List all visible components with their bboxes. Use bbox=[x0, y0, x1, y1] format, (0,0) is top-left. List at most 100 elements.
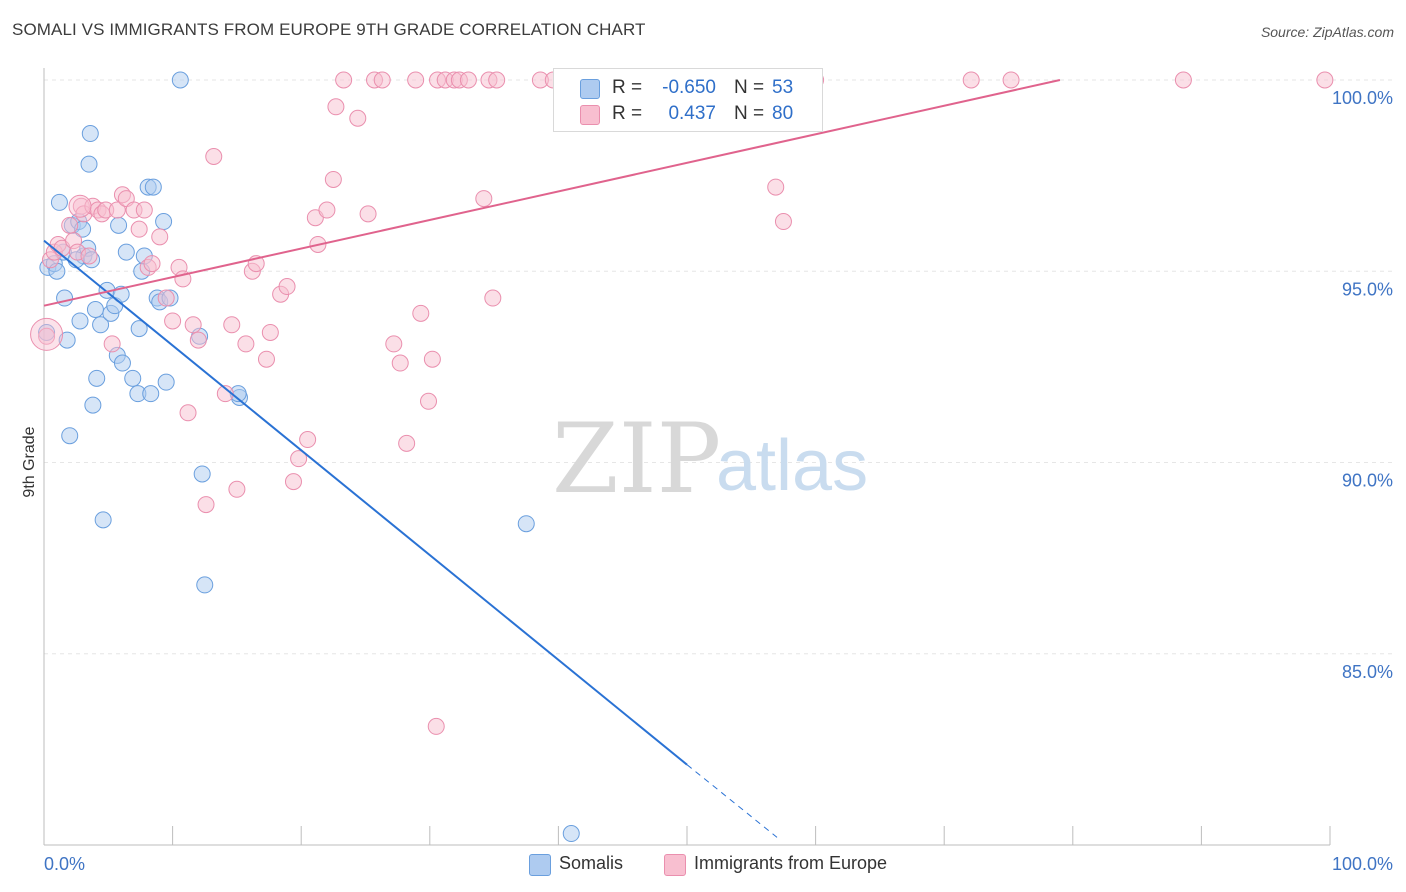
europe-point bbox=[179, 404, 197, 422]
europe-point bbox=[184, 316, 202, 334]
somali-point bbox=[517, 515, 535, 533]
europe-point bbox=[318, 201, 336, 219]
y-tick-label: 85.0% bbox=[1342, 662, 1393, 682]
europe-point bbox=[108, 201, 126, 219]
somali-point bbox=[94, 511, 112, 529]
europe-point bbox=[391, 354, 409, 372]
europe-point bbox=[407, 71, 425, 89]
somali-point bbox=[110, 216, 128, 234]
europe-point bbox=[103, 335, 121, 353]
somali-point bbox=[130, 320, 148, 338]
somali-trend-line bbox=[43, 239, 688, 766]
europe-point bbox=[290, 450, 308, 468]
y-tick-label: 95.0% bbox=[1342, 279, 1393, 299]
europe-point bbox=[349, 109, 367, 127]
europe-point bbox=[61, 216, 79, 234]
legend-row-somalis: R = -0.650 N = 53 bbox=[554, 75, 822, 101]
europe-point bbox=[475, 190, 493, 208]
europe-point bbox=[335, 71, 353, 89]
legend-r-label: R = bbox=[612, 103, 643, 124]
somali-point bbox=[124, 369, 142, 387]
europe-point bbox=[420, 392, 438, 410]
y-axis-label: 9th Grade bbox=[21, 426, 38, 497]
europe-point bbox=[205, 148, 223, 165]
legend-row-europe: R = 0.437 N = 80 bbox=[554, 101, 822, 127]
somali-point bbox=[144, 178, 162, 196]
somali-point bbox=[50, 193, 68, 211]
europe-point bbox=[261, 323, 279, 341]
somali-point bbox=[157, 373, 175, 391]
trend-lines bbox=[43, 79, 1061, 838]
source-label: Source: ZipAtlas.com bbox=[1260, 24, 1394, 40]
somali-point bbox=[88, 369, 106, 387]
legend-n-value: 80 bbox=[772, 103, 794, 124]
grid-lines bbox=[44, 79, 1395, 655]
europe-point bbox=[257, 350, 275, 368]
europe-point bbox=[1316, 71, 1334, 89]
legend-swatch-europe bbox=[580, 105, 600, 125]
somali-point bbox=[92, 316, 110, 334]
europe-point bbox=[1002, 71, 1020, 89]
x-tick-label: 0.0% bbox=[44, 854, 85, 874]
somali-point bbox=[84, 396, 102, 414]
europe-point bbox=[130, 220, 148, 238]
europe-point bbox=[427, 717, 445, 735]
somali-point bbox=[81, 125, 99, 143]
europe-point bbox=[216, 385, 234, 403]
somali-point bbox=[562, 825, 580, 843]
tick-labels: 85.0% 90.0% 95.0% 100.0% 0.0% 100.0% bbox=[44, 88, 1393, 874]
europe-point bbox=[189, 331, 207, 349]
chart-title: SOMALI VS IMMIGRANTS FROM EUROPE 9TH GRA… bbox=[12, 20, 646, 39]
somali-point bbox=[193, 465, 211, 483]
legend-n-label: N = bbox=[734, 103, 765, 124]
europe-point bbox=[774, 213, 792, 231]
legend-swatch-somalis bbox=[580, 79, 600, 99]
legend-r-value: -0.650 bbox=[662, 77, 716, 98]
somali-point bbox=[113, 354, 131, 372]
somali-point bbox=[56, 289, 74, 307]
europe-point bbox=[398, 434, 416, 452]
europe-point bbox=[423, 350, 441, 368]
europe-point bbox=[151, 228, 169, 246]
somali-point bbox=[61, 427, 79, 445]
legend-r-value: 0.437 bbox=[668, 103, 716, 124]
europe-point bbox=[30, 317, 64, 351]
europe-point bbox=[324, 170, 342, 188]
somali-point bbox=[71, 312, 89, 330]
bottom-legend-swatch-europe bbox=[664, 854, 686, 876]
somali-point bbox=[196, 576, 214, 594]
europe-point bbox=[38, 327, 56, 345]
europe-point bbox=[488, 71, 506, 89]
europe-point bbox=[135, 201, 153, 219]
legend-r-label: R = bbox=[612, 77, 643, 98]
somali-point bbox=[80, 155, 98, 173]
europe-point bbox=[962, 71, 980, 89]
somali-point bbox=[171, 71, 189, 89]
europe-point bbox=[459, 71, 477, 89]
europe-point bbox=[237, 335, 255, 353]
europe-point bbox=[385, 335, 403, 353]
europe-point bbox=[228, 480, 246, 498]
watermark-zip: ZIP bbox=[552, 403, 721, 515]
x-tick-label: 100.0% bbox=[1332, 854, 1393, 874]
data-points bbox=[30, 71, 1334, 843]
somali-trend-extension bbox=[686, 764, 778, 838]
y-tick-label: 100.0% bbox=[1332, 88, 1393, 108]
legend-n-label: N = bbox=[734, 77, 765, 98]
somali-point bbox=[155, 213, 173, 231]
europe-point bbox=[68, 194, 92, 218]
europe-point bbox=[1174, 71, 1192, 89]
y-tick-label: 90.0% bbox=[1342, 471, 1393, 491]
axes bbox=[43, 68, 1331, 846]
europe-point bbox=[223, 316, 241, 334]
somali-point bbox=[58, 331, 76, 349]
bottom-legend-swatch-somalis bbox=[529, 854, 551, 876]
legend-n-value: 53 bbox=[772, 77, 794, 98]
europe-point bbox=[284, 473, 302, 491]
europe-point bbox=[484, 289, 502, 307]
somali-point bbox=[117, 243, 135, 261]
europe-point bbox=[164, 312, 182, 330]
stats-legend: R = -0.650 N = 53 R = 0.437 N = 80 bbox=[553, 68, 823, 132]
bottom-legend-label: Immigrants from Europe bbox=[694, 853, 888, 873]
europe-point bbox=[157, 289, 175, 307]
